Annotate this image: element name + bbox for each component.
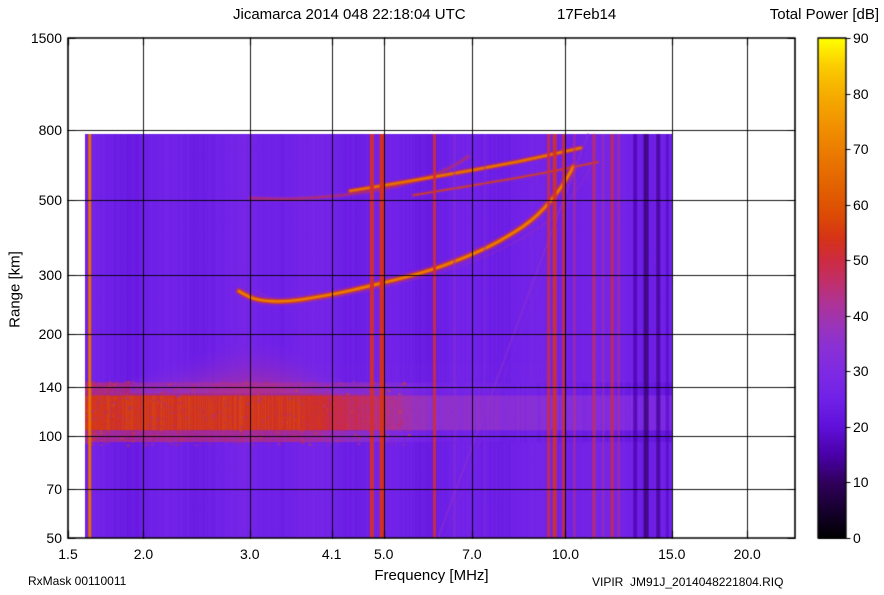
y-tick-label: 50 — [46, 530, 62, 546]
y-tick-label: 140 — [38, 378, 62, 395]
x-tick-label: 3.0 — [240, 546, 260, 562]
x-tick-label: 2.0 — [133, 546, 154, 562]
plot-title: Jicamarca 2014 048 22:18:04 UTC — [233, 6, 466, 23]
colorbar-tick-label: 0 — [853, 530, 861, 546]
y-tick-label: 1500 — [30, 30, 62, 46]
x-tick-label: 5.0 — [373, 546, 394, 562]
x-axis-label: Frequency [MHz] — [374, 567, 489, 584]
colorbar-tick-label: 30 — [853, 363, 869, 380]
plot-date: 17Feb14 — [557, 6, 617, 23]
x-tick-label: 20.0 — [733, 546, 761, 562]
colorbar-tick-label: 10 — [853, 474, 869, 491]
y-tick-label: 70 — [46, 480, 62, 497]
x-tick-label: 7.0 — [462, 546, 482, 562]
y-tick-label: 200 — [38, 326, 62, 343]
rxmask-label: RxMask 00110011 — [28, 574, 127, 588]
y-tick-label: 100 — [38, 428, 62, 445]
colorbar-tick-label: 70 — [853, 141, 869, 158]
colorbar-tick-label: 90 — [853, 30, 869, 46]
y-tick-label: 800 — [38, 122, 62, 139]
colorbar-tick-label: 20 — [853, 418, 869, 435]
colorbar-tick-label: 40 — [853, 307, 869, 324]
x-tick-label: 1.5 — [58, 546, 78, 562]
file-reference-label: VIPIR JM91J_2014048221804.RIQ — [592, 575, 784, 589]
y-tick-label: 300 — [38, 266, 62, 283]
colorbar-tick-label: 50 — [853, 252, 869, 269]
colorbar-tick-label: 60 — [853, 196, 869, 213]
x-tick-label: 15.0 — [658, 546, 686, 562]
colorbar-tick-label: 80 — [853, 85, 869, 102]
x-tick-label: 10.0 — [551, 546, 580, 562]
colorbar-title: Total Power [dB] — [769, 6, 879, 23]
y-tick-label: 500 — [38, 191, 62, 208]
x-tick-label: 4.1 — [321, 546, 342, 562]
